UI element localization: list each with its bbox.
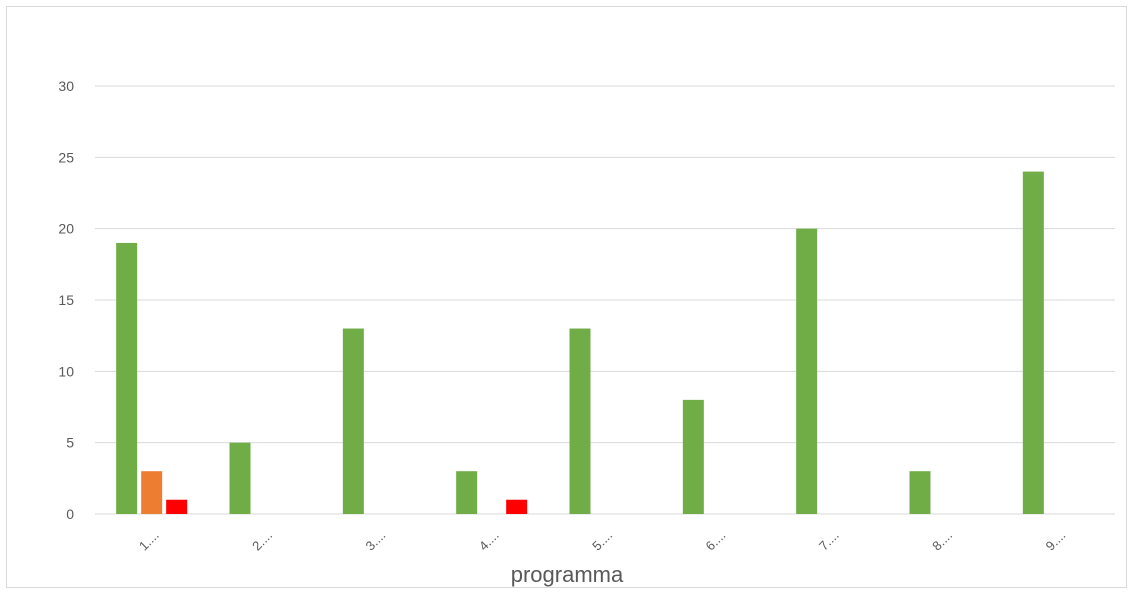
y-tick-label: 10: [58, 363, 74, 379]
bars: [116, 171, 1044, 514]
bar: [166, 499, 188, 514]
bar: [682, 399, 704, 514]
bar: [116, 242, 138, 514]
y-axis-ticks: 0 5 10 15 20 25 30: [58, 78, 74, 522]
bar: [456, 471, 478, 514]
chart-frame: [6, 6, 1127, 588]
y-tick-label: 5: [66, 435, 74, 451]
y-tick-label: 25: [58, 149, 74, 165]
x-tick-label: 1....: [136, 528, 162, 554]
bar: [141, 471, 163, 514]
bar: [569, 328, 591, 514]
x-axis-ticks: 1.... 2.... 3.... 4.... 5.... 6.... 7.... 8....…: [136, 528, 1069, 554]
bar: [342, 328, 364, 514]
x-tick-label: 5....: [589, 528, 615, 554]
bar: [229, 442, 251, 514]
bar: [506, 499, 528, 514]
y-tick-label: 0: [66, 506, 74, 522]
x-tick-label: 2....: [249, 528, 275, 554]
bar: [796, 228, 818, 514]
gridlines: [95, 85, 1115, 515]
x-tick-label: 3....: [363, 528, 389, 554]
x-tick-label: 4....: [476, 528, 502, 554]
x-tick-label: 6....: [703, 528, 729, 554]
y-tick-label: 15: [58, 292, 74, 308]
bar: [909, 471, 931, 514]
bar: [1022, 171, 1044, 514]
x-tick-label: 9....: [1043, 528, 1069, 554]
y-tick-label: 30: [58, 78, 74, 94]
x-tick-label: 7....: [816, 528, 842, 554]
x-tick-label: 8....: [929, 528, 955, 554]
y-tick-label: 20: [58, 221, 74, 237]
x-axis-label: programma: [511, 562, 624, 587]
